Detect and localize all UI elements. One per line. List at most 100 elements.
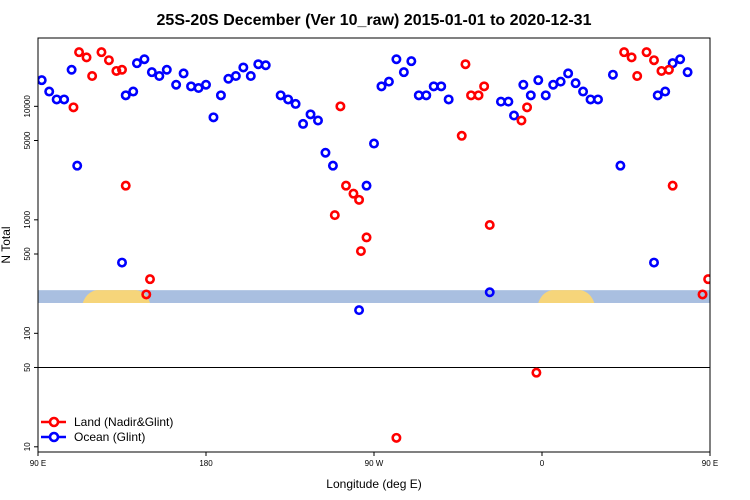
land-point [391,432,402,443]
ocean-point [675,54,686,65]
ocean-point [555,76,566,87]
legend-land-marker [48,416,60,428]
ocean-point [607,69,618,80]
ocean-point [154,71,165,82]
ocean-point [570,78,581,89]
y-axis: 10 50 100 500 1000 5000 10000 [23,95,38,451]
land-point [120,180,131,191]
ocean-point [578,86,589,97]
land-point [479,81,490,92]
land-point [141,289,152,300]
ocean-point [615,160,626,171]
ocean-point [682,67,693,78]
land-point [531,367,542,378]
ocean-point [508,110,519,121]
land-segment-0 [82,290,150,303]
land-point [473,90,484,101]
y-tick-label: 10 [23,442,32,451]
ocean-point [131,58,142,69]
ocean-point [201,79,212,90]
ocean-point [312,115,323,126]
x-tick-label: 90 E [702,459,718,468]
land-point [619,47,630,58]
ocean-point [238,62,249,73]
chart-title: 25S-20S December (Ver 10_raw) 2015-01-01… [157,12,592,29]
ocean-point [161,64,172,75]
ocean-point [245,71,256,82]
x-tick-label: 0 [540,459,545,468]
land-point [460,59,471,70]
land-point [68,102,79,113]
land-point [626,52,637,63]
land-point [663,64,674,75]
land-point [656,65,667,76]
ocean-point [376,81,387,92]
ocean-point [215,90,226,101]
land-point [456,130,467,141]
ocean-point [128,86,139,97]
ocean-point [275,90,286,101]
ocean-point [361,180,372,191]
ocean-point [648,257,659,268]
x-axis: 90 E 180 90 W 0 90 E [30,452,718,468]
legend-entry-land: Land (Nadir&Glint) [41,415,173,429]
land-segment-2 [729,290,750,303]
ocean-point [563,68,574,79]
legend-entry-ocean: Ocean (Glint) [41,430,145,444]
ocean-point [117,257,128,268]
ocean-point [484,287,495,298]
ocean-point [518,79,529,90]
land-point [703,274,710,285]
ocean-point [44,86,55,97]
land-point [522,102,533,113]
land-point [117,64,128,75]
land-point [74,47,85,58]
land-point [648,55,659,66]
land-point [87,71,98,82]
land-point [355,246,366,257]
legend-ocean-marker [48,431,60,443]
y-tick-label: 10000 [23,95,32,118]
ocean-point [146,67,157,78]
land-point [667,180,678,191]
ocean-point [290,98,301,109]
ocean-point [178,68,189,79]
y-tick-label: 1000 [23,210,32,228]
ocean-point [383,76,394,87]
land-point [516,115,527,126]
ocean-point [208,112,219,123]
ocean-point [533,75,544,86]
ocean-point [443,94,454,105]
land-ocean-band [38,290,750,303]
ocean-point [354,305,365,316]
land-point [329,210,340,221]
y-tick-label: 5000 [23,131,32,149]
ocean-point [503,96,514,107]
land-point [111,65,122,76]
ocean-point [406,56,417,67]
ocean-point [59,94,70,105]
land-point [697,289,708,300]
land-point [354,194,365,205]
ocean-point [652,90,663,101]
land-point [96,47,107,58]
ocean-point [391,54,402,65]
ocean-point [421,90,432,101]
y-tick-label: 500 [23,247,32,261]
ocean-point [66,64,77,75]
plot-frame [37,37,711,453]
ocean-point [327,160,338,171]
land-point [348,188,359,199]
legend-ocean-label: Ocean (Glint) [74,430,145,444]
ocean-point [171,79,182,90]
ocean-point [525,90,536,101]
y-axis-label: N Total [0,226,13,263]
ocean-point [120,90,131,101]
x-tick-label: 90 E [30,459,46,468]
y-tick-label: 100 [23,326,32,340]
ocean-point [540,90,551,101]
ocean-point [38,75,47,86]
land-point [81,52,92,63]
land-point [632,71,643,82]
